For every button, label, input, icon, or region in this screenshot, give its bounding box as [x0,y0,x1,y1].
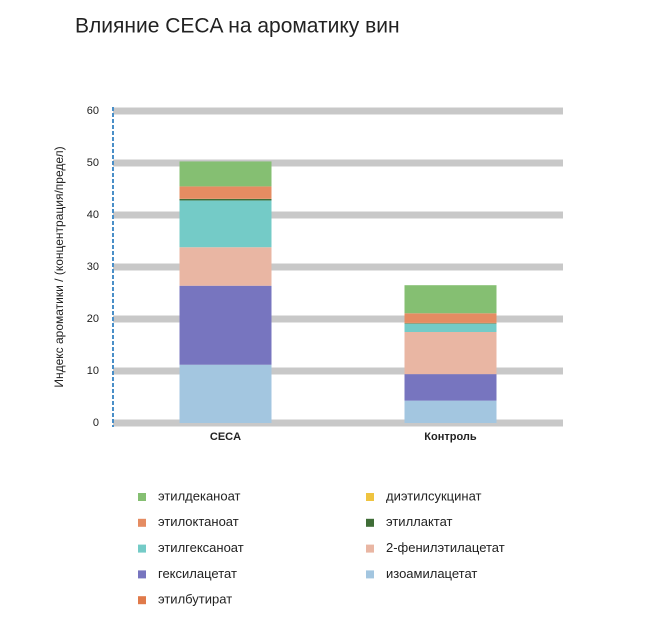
x-tick-label: CECA [210,431,241,443]
y-tick-label: 20 [87,313,99,325]
bar-segment [179,161,272,187]
y-tick-label: 50 [87,157,99,169]
y-tick-label: 0 [93,417,99,429]
bar-segment [179,186,272,199]
bar-segment [179,285,272,365]
bar-segment [179,198,272,201]
y-tick-label: 10 [87,365,99,377]
bar-segment [404,322,497,324]
bar-segment [179,364,272,423]
bar-segment [404,374,497,401]
legend-swatch [138,518,146,527]
legend-swatch [138,493,146,501]
legend-label: этиллактат [386,514,453,529]
bar-segment [404,323,497,332]
legend-label: этилоктаноат [158,514,239,529]
chart-title: Влияние CECA на ароматику вин [75,15,400,38]
legend-label: изоамилацетат [386,566,477,581]
bar-segment [179,200,272,248]
y-tick-label: 60 [87,105,99,117]
legend-swatch [138,596,146,605]
x-tick-label: Контроль [424,431,477,443]
y-tick-label: 40 [87,209,99,221]
bar-segment [404,400,497,423]
legend-label: этилдеканоат [158,488,241,503]
bar-segment [179,247,272,286]
y-tick-label: 30 [87,261,99,273]
legend-swatch [138,544,146,553]
bar-segment [179,198,272,199]
y-axis-label: Индекс ароматики / (концентрация/предел) [52,146,66,387]
legend-swatch [366,544,374,553]
legend-label: гексилацетат [158,566,237,581]
legend-label: 2-фенилэтилацетат [386,540,505,555]
legend-swatch [366,518,374,527]
legend-swatch [138,570,146,579]
legend-swatch [366,493,374,501]
legend-swatch [366,570,374,579]
legend-label: этилгексаноат [158,540,244,555]
bar-segment [404,313,497,323]
legend-label: этилбутират [158,592,232,607]
bar-segment [404,285,497,314]
bar-segment [404,323,497,324]
bar-segment [404,332,497,375]
legend-label: диэтилсукцинат [386,488,482,503]
